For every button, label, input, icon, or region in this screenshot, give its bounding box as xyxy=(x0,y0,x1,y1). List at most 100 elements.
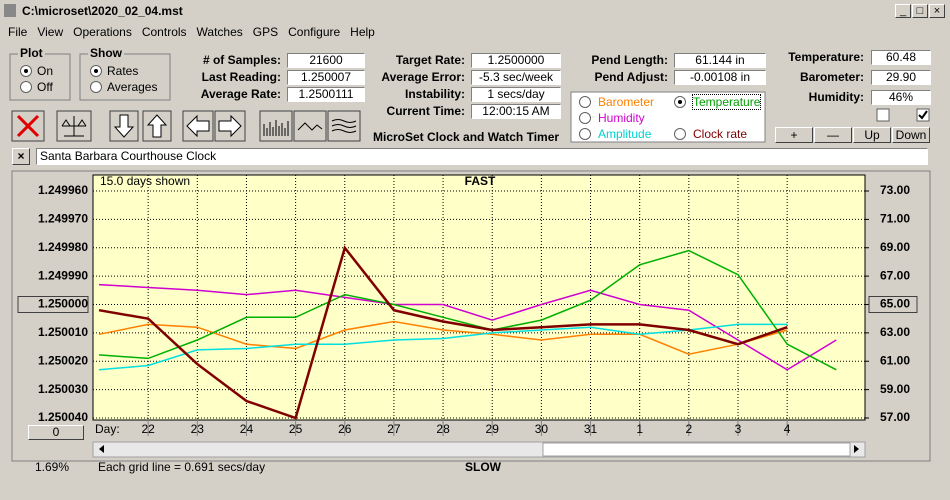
y-tick-label: 1.250020 xyxy=(38,353,88,367)
y-tick-label: 1.250010 xyxy=(38,325,88,339)
adjust-button[interactable]: + xyxy=(775,127,813,143)
radio-label[interactable]: Averages xyxy=(107,80,158,94)
radio xyxy=(20,81,32,93)
field-value: 61.144 in xyxy=(674,53,766,68)
menu-item[interactable]: Configure xyxy=(288,25,341,39)
menu-item[interactable]: Watches xyxy=(196,25,243,39)
bars-icon xyxy=(263,120,289,136)
sensor-option[interactable]: Clock rate xyxy=(693,127,748,141)
scale-icon xyxy=(61,116,87,137)
y-tick-label: 1.250000 xyxy=(38,297,88,311)
x-tick-label: 3 xyxy=(735,422,742,436)
y2-tick-label: 69.00 xyxy=(880,240,910,254)
app-title: MicroSet Clock and Watch Timer xyxy=(373,130,560,144)
x-tick-label: 26 xyxy=(338,422,352,436)
window-title: C:\microset\2020_02_04.mst xyxy=(22,4,183,18)
adjust-button[interactable]: Up xyxy=(853,127,891,143)
y2-tick-label: 57.00 xyxy=(880,410,910,424)
scroll-thumb[interactable] xyxy=(542,442,851,457)
x-tick-label: 25 xyxy=(289,422,303,436)
y2-tick-label: 61.00 xyxy=(880,353,910,367)
radio xyxy=(90,81,102,93)
radio xyxy=(579,128,591,140)
y2-tick-label: 65.00 xyxy=(880,297,910,311)
radio-label[interactable]: On xyxy=(37,64,54,78)
field-label: Last Reading: xyxy=(201,70,281,84)
field-label: Humidity: xyxy=(808,90,864,104)
radio-label[interactable]: Rates xyxy=(107,64,139,78)
x-tick-label: 31 xyxy=(584,422,598,436)
right-icon xyxy=(218,114,242,138)
y-tick-label: 1.249960 xyxy=(38,183,88,197)
adjust-button[interactable]: — xyxy=(814,127,852,143)
field-label: Temperature: xyxy=(788,50,864,64)
field-value: 29.90 xyxy=(871,70,931,85)
group-title: Plot xyxy=(18,46,45,60)
y2-tick-label: 73.00 xyxy=(880,183,910,197)
line-button[interactable] xyxy=(293,110,327,142)
app-icon xyxy=(4,4,16,17)
field-label: Barometer: xyxy=(799,70,864,84)
x-tick-label: 29 xyxy=(486,422,500,436)
x-prefix: Day: xyxy=(95,422,120,436)
field-label: Pend Length: xyxy=(591,53,668,67)
radio-dot xyxy=(24,69,28,73)
field-value: 21600 xyxy=(287,53,365,68)
annotation: 15.0 days shown xyxy=(100,174,190,188)
down-icon xyxy=(113,114,135,138)
menu-item[interactable]: View xyxy=(37,25,64,39)
clock-name[interactable]: Santa Barbara Courthouse Clock xyxy=(36,148,928,165)
x-axis-label: SLOW xyxy=(465,460,502,474)
line-icon xyxy=(297,122,323,131)
x-tick-label: 1 xyxy=(636,422,643,436)
window-control[interactable]: □ xyxy=(912,4,928,18)
plot-area xyxy=(92,174,866,421)
menu-item[interactable]: File xyxy=(8,25,28,39)
left-icon xyxy=(186,114,210,138)
field-value: 1.2500000 xyxy=(471,53,561,68)
field-label: Instability: xyxy=(404,87,465,101)
menu-item[interactable]: Controls xyxy=(141,25,187,39)
field-label: Pend Adjust: xyxy=(594,70,668,84)
offset-button[interactable]: 0 xyxy=(28,425,84,440)
checkmark xyxy=(918,110,928,120)
sensor-option[interactable]: Humidity xyxy=(598,111,645,125)
close-clock[interactable]: × xyxy=(12,148,30,165)
sensor-option[interactable]: Barometer xyxy=(598,95,655,109)
chart-title: FAST xyxy=(465,174,496,188)
y-tick-label: 1.249980 xyxy=(38,240,88,254)
series-line xyxy=(98,323,788,371)
menu-item[interactable]: GPS xyxy=(252,25,279,39)
window-control[interactable]: _ xyxy=(895,4,911,18)
series-line xyxy=(98,249,837,371)
x-tick-label: 24 xyxy=(240,422,254,436)
adjust-button[interactable]: Down xyxy=(892,127,930,143)
sensor-option[interactable]: Amplitude xyxy=(598,127,652,141)
group-box xyxy=(79,53,171,101)
y-tick-label: 1.250040 xyxy=(38,410,88,424)
x-tick-label: 27 xyxy=(387,422,401,436)
y2-tick-label: 71.00 xyxy=(880,212,910,226)
sensor-option[interactable]: Temperature xyxy=(691,94,762,110)
field-label: # of Samples: xyxy=(202,53,281,67)
field-label: Target Rate: xyxy=(395,53,465,67)
radio-label[interactable]: Off xyxy=(37,80,53,94)
y-tick-label: 1.250030 xyxy=(38,382,88,396)
ytick-button xyxy=(17,296,89,313)
annotation: Each grid line = 0.691 secs/day xyxy=(98,460,265,474)
window-control[interactable]: × xyxy=(929,4,945,18)
radio xyxy=(579,112,591,124)
menu-item[interactable]: Operations xyxy=(73,25,132,39)
checkbox xyxy=(876,108,890,122)
field-value: 60.48 xyxy=(871,50,931,65)
y2-tick-label: 63.00 xyxy=(880,325,910,339)
field-value: 1 secs/day xyxy=(471,87,561,102)
field-label: Average Error: xyxy=(381,70,465,84)
field-label: Current Time: xyxy=(386,104,465,118)
x-tick-label: 28 xyxy=(436,422,450,436)
y2-tick-label: 59.00 xyxy=(880,382,910,396)
ytick-button xyxy=(868,296,918,313)
menu-item[interactable]: Help xyxy=(350,25,375,39)
field-value: 12:00:15 AM xyxy=(471,104,561,119)
